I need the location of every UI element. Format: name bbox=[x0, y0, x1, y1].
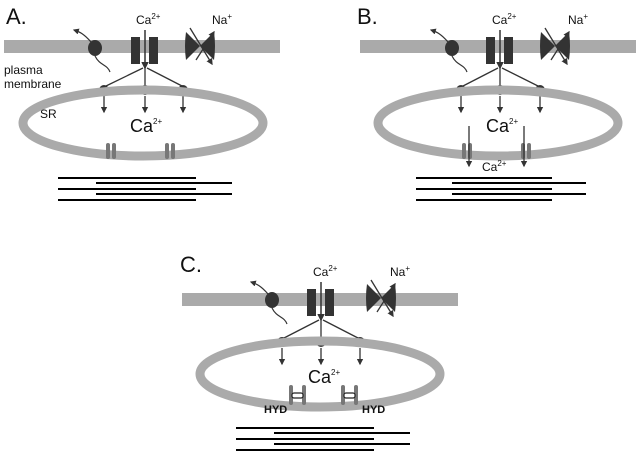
panel-b-na-label: Na+ bbox=[568, 12, 588, 27]
panel-a-filaments bbox=[58, 177, 232, 201]
panel-b-ryanodine-receptor-icon bbox=[462, 126, 531, 168]
panel-a-plasma-membrane bbox=[4, 40, 280, 53]
panel-a-receptor-icon bbox=[72, 28, 111, 73]
panel-a-membrane-label-line2: membrane bbox=[4, 77, 62, 91]
panel-c-receptor-icon bbox=[249, 280, 288, 325]
panel-b-ca-channel-icon bbox=[486, 30, 513, 70]
panel-b-sr-membrane bbox=[373, 85, 623, 161]
panel-a-sr-ca-label: Ca2+ bbox=[130, 116, 162, 136]
panel-a-ca-label: Ca2+ bbox=[136, 12, 161, 27]
panel-c-ryanodine-receptor-icon bbox=[289, 385, 358, 405]
panel-a-na-exchanger-icon bbox=[185, 27, 215, 66]
panel-b-filaments bbox=[416, 177, 586, 201]
panel-b-release-ca-label: Ca2+ bbox=[482, 159, 507, 174]
panel-a-membrane-label-line1: plasma bbox=[4, 63, 43, 77]
panel-b-ca-label: Ca2+ bbox=[492, 12, 517, 27]
panel-c-sr-membrane bbox=[195, 336, 445, 412]
panel-b-plasma-membrane bbox=[360, 40, 636, 53]
panel-c-ca-label: Ca2+ bbox=[313, 264, 338, 279]
panel-c: C. Ca2+ Na+ bbox=[180, 252, 458, 451]
panel-a-na-label: Na+ bbox=[212, 12, 232, 27]
panel-c-sr-ca-label: Ca2+ bbox=[308, 367, 340, 387]
panel-c-ca-channel-icon bbox=[307, 282, 334, 322]
panel-b-na-exchanger-icon bbox=[540, 27, 570, 66]
panel-c-na-exchanger-icon bbox=[366, 279, 396, 318]
panel-a-sr-membrane bbox=[18, 85, 268, 161]
panel-b-sr-ca-label: Ca2+ bbox=[486, 116, 518, 136]
panel-a-ryanodine-receptor-icon bbox=[106, 143, 175, 159]
panel-c-filaments bbox=[236, 427, 410, 451]
panel-c-letter: C. bbox=[180, 252, 202, 277]
panel-b: B. Ca2+ Na+ bbox=[357, 4, 636, 201]
panel-c-hyd-label-right: HYD bbox=[362, 404, 385, 416]
panel-a-letter: A. bbox=[6, 4, 27, 29]
panel-b-letter: B. bbox=[357, 4, 378, 29]
panel-a-ca-channel-icon bbox=[131, 30, 158, 70]
panel-c-na-label: Na+ bbox=[390, 264, 410, 279]
panel-c-hyd-label-left: HYD bbox=[264, 404, 287, 416]
panel-a-sr-label: SR bbox=[40, 107, 57, 121]
panel-b-receptor-icon bbox=[429, 28, 468, 73]
panel-c-plasma-membrane bbox=[182, 293, 458, 306]
panel-a: A. plasma membrane Ca2+ Na+ bbox=[4, 4, 280, 201]
